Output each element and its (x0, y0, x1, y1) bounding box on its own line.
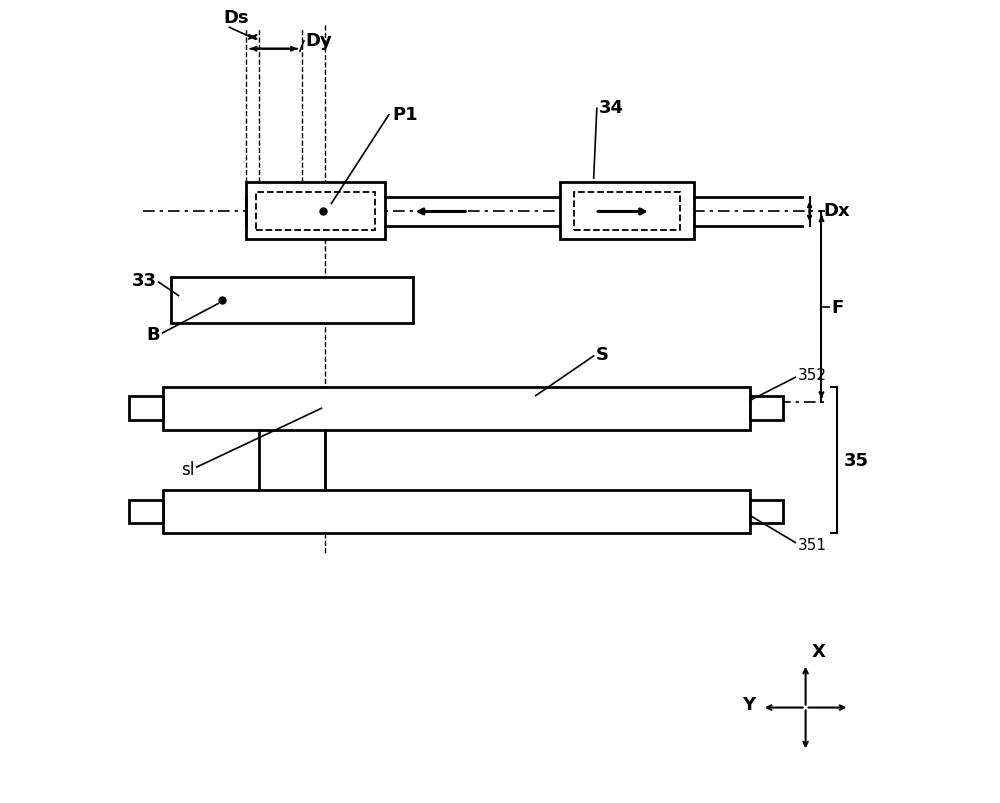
Text: B: B (147, 326, 160, 344)
Text: 34: 34 (599, 99, 624, 116)
Text: sl: sl (181, 461, 194, 479)
Text: F: F (831, 299, 843, 316)
Text: Y: Y (742, 695, 756, 713)
Bar (256, 193, 375, 230)
Text: 33: 33 (132, 271, 157, 289)
Bar (129, 397, 163, 421)
Bar (750, 397, 783, 421)
Text: 351: 351 (798, 538, 827, 552)
Bar (163, 491, 750, 533)
Bar (574, 193, 680, 230)
Text: 352: 352 (798, 368, 827, 383)
Text: P1: P1 (393, 106, 418, 124)
Text: Dx: Dx (824, 202, 850, 219)
Text: Dy: Dy (306, 32, 332, 50)
Bar (750, 500, 783, 524)
Text: 35: 35 (844, 451, 869, 469)
Text: X: X (812, 642, 826, 660)
Bar (560, 183, 694, 240)
Bar (171, 277, 413, 323)
Text: Ds: Ds (224, 9, 249, 26)
Bar (163, 387, 750, 430)
Bar (129, 500, 163, 524)
Text: S: S (595, 346, 608, 364)
Bar (246, 183, 385, 240)
